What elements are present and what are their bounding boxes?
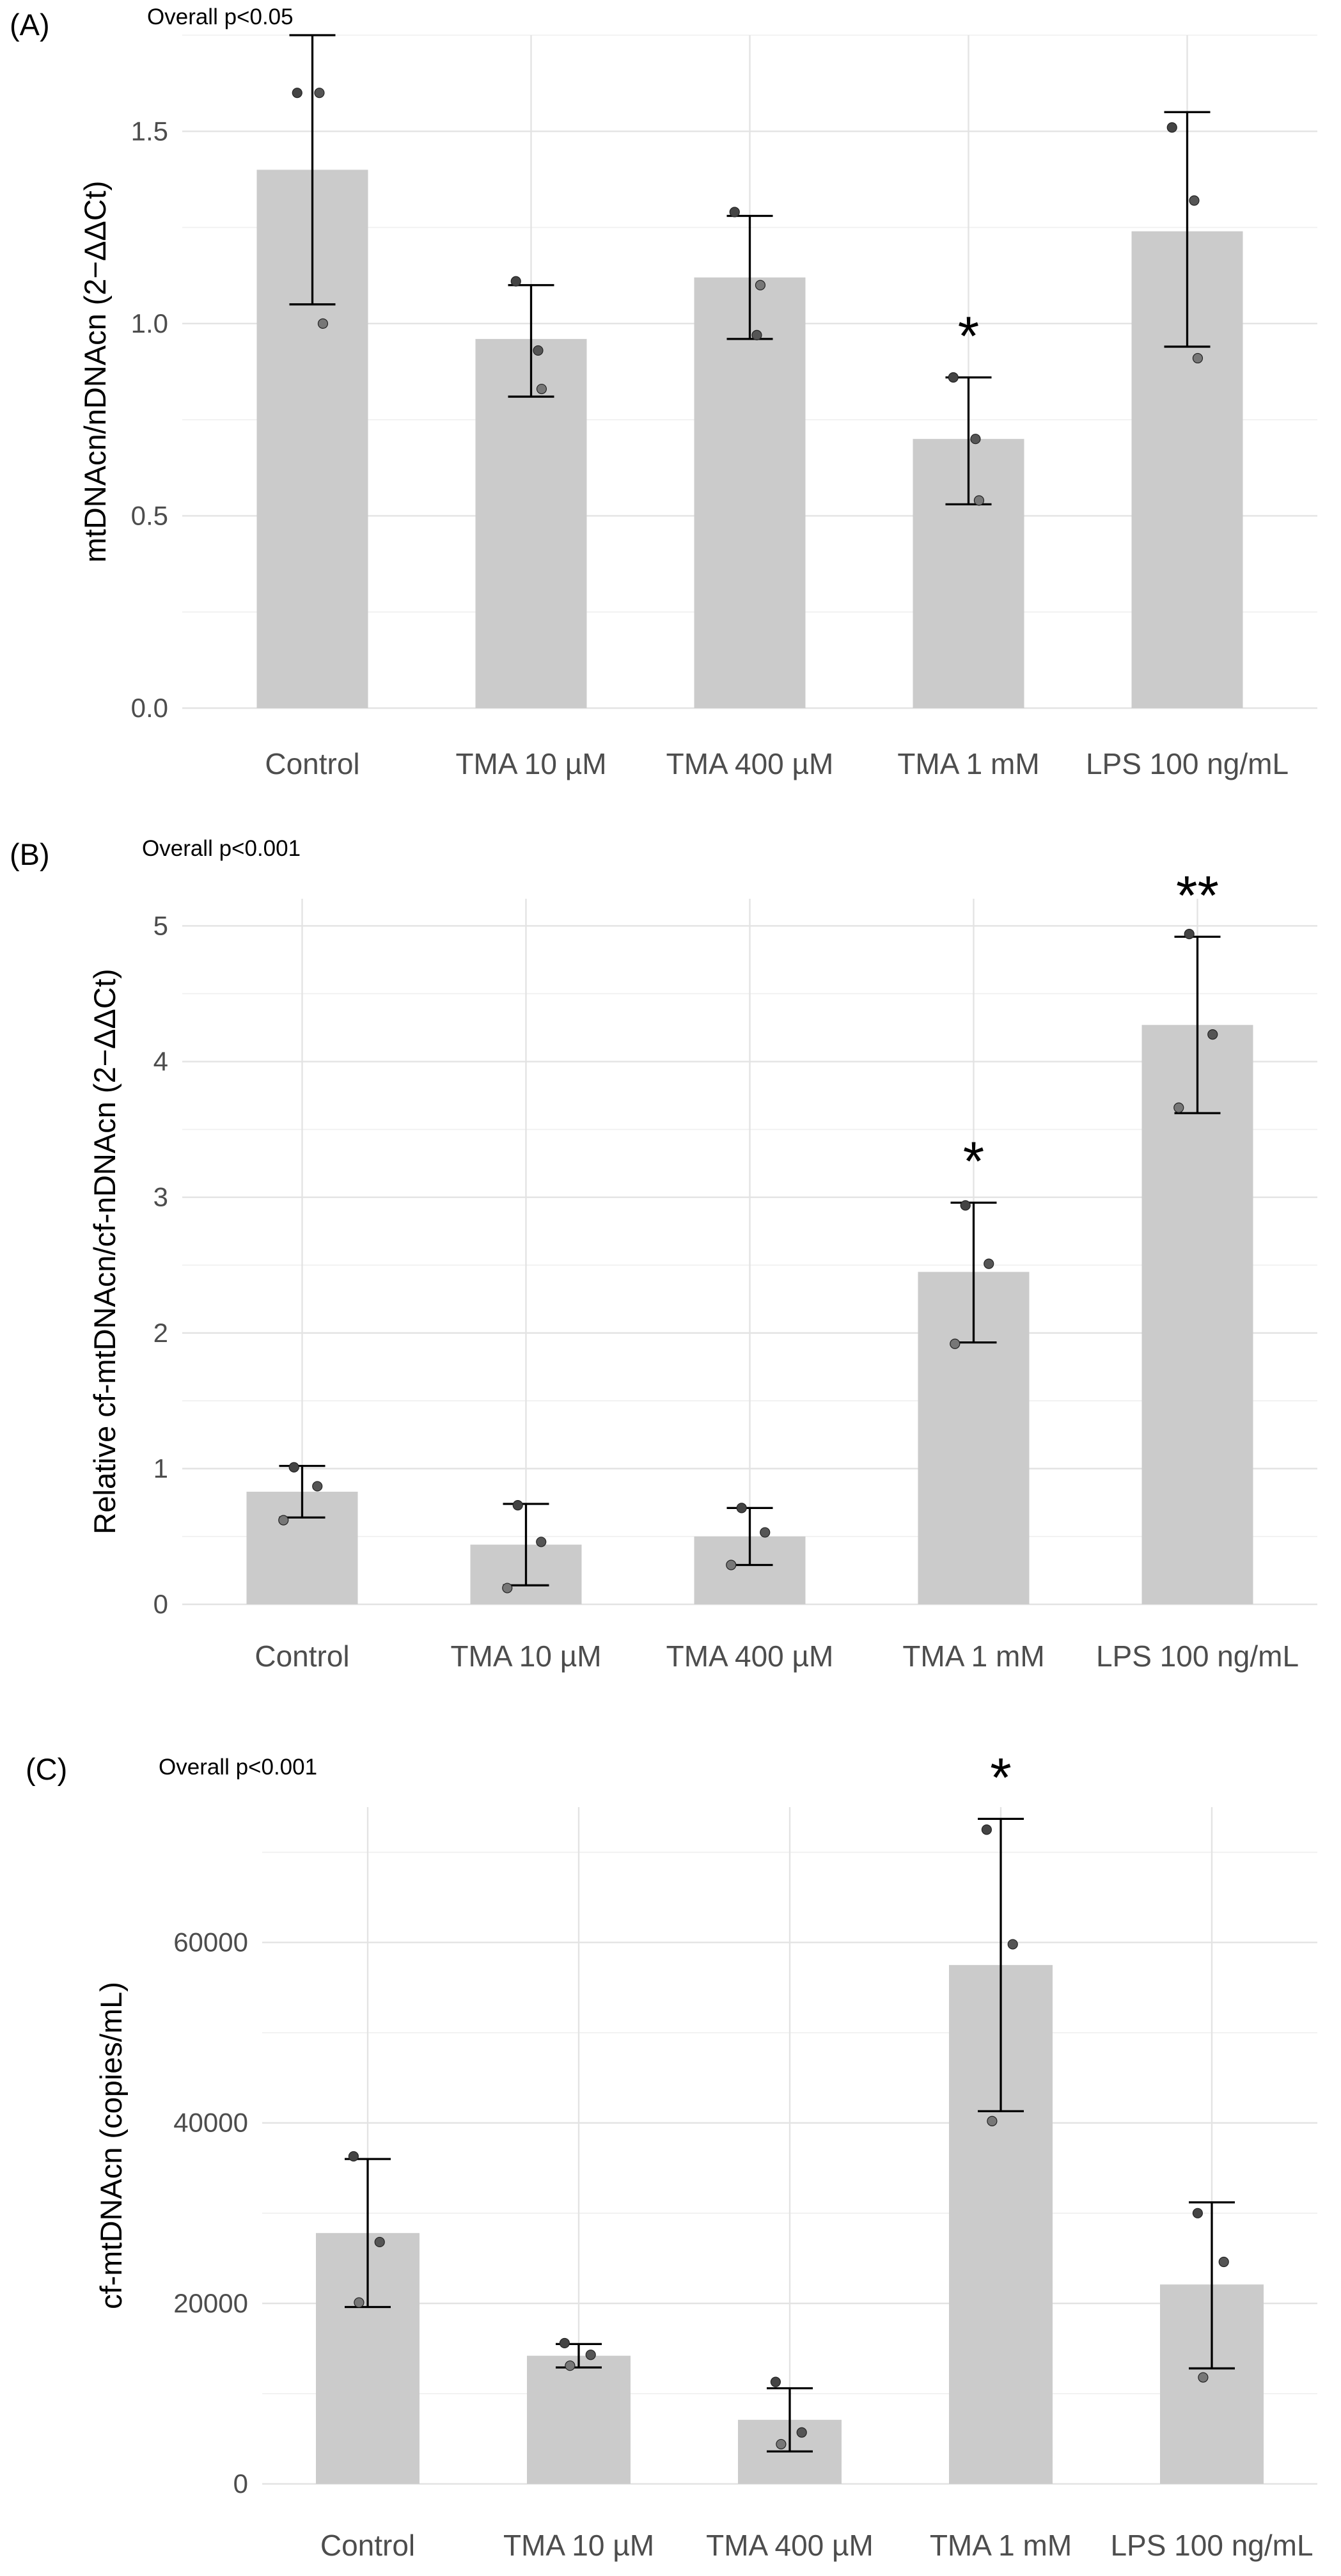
x-tick-label: Control — [255, 1640, 349, 1673]
data-point — [533, 345, 544, 356]
data-point — [1173, 1102, 1184, 1113]
data-point — [348, 2151, 359, 2162]
x-tick-label: TMA 10 µM — [503, 2529, 654, 2562]
data-point — [565, 2360, 576, 2371]
overall-p-value: Overall p<0.001 — [159, 1755, 317, 1780]
data-point — [736, 1503, 747, 1513]
bar — [527, 2355, 631, 2484]
data-point — [960, 1200, 971, 1211]
x-tick-label: TMA 1 mM — [930, 2529, 1072, 2562]
data-point — [726, 1560, 737, 1570]
significance-marker: * — [963, 1131, 984, 1192]
y-tick-label: 5 — [153, 910, 168, 940]
y-tick-label: 60000 — [173, 1927, 248, 1957]
data-point — [1184, 929, 1195, 940]
data-point — [770, 2376, 781, 2387]
data-point — [1218, 2256, 1229, 2268]
data-point — [729, 207, 740, 217]
data-point — [288, 1462, 299, 1473]
chart-panel-2: 0 1 2 3 4 5 Relative cf-mtDNAcn/cf-nDNAcn (2−Δ… — [10, 836, 1317, 1673]
y-tick-label: 4 — [153, 1047, 168, 1077]
data-point — [973, 495, 985, 506]
data-point — [536, 1537, 547, 1547]
y-tick-label: 0 — [233, 2469, 248, 2499]
y-tick-label: 0.5 — [131, 500, 168, 530]
chart-panel-3: 0 20000 40000 60000 cf-mtDNAcn (copies/mL) (C… — [26, 1747, 1317, 2562]
data-point — [751, 329, 762, 340]
data-point — [354, 2297, 365, 2308]
data-point — [317, 318, 329, 329]
x-tick-label: TMA 1 mM — [902, 1640, 1044, 1673]
bar — [475, 338, 587, 708]
chart-panel-1: 0.0 0.5 1.0 1.5 mtDNAcn/nDNAcn (2−ΔΔCt) (A) Ov… — [10, 4, 1317, 780]
data-point — [1166, 122, 1177, 133]
overall-p-value: Overall p<0.05 — [147, 4, 294, 29]
y-tick-label: 0.0 — [131, 693, 168, 723]
x-tick-label: LPS 100 ng/mL — [1096, 1640, 1299, 1673]
y-tick-label: 1.0 — [131, 308, 168, 338]
bar — [1141, 1025, 1253, 1604]
data-point — [278, 1515, 289, 1526]
data-point — [984, 1258, 994, 1269]
significance-marker: ** — [1176, 865, 1219, 926]
x-tick-label: LPS 100 ng/mL — [1086, 747, 1289, 780]
x-tick-label: Control — [265, 747, 359, 780]
x-tick-label: LPS 100 ng/mL — [1110, 2529, 1313, 2562]
data-point — [1007, 1939, 1018, 1950]
data-point — [512, 1500, 523, 1511]
data-point — [559, 2337, 570, 2349]
data-point — [1192, 2208, 1203, 2218]
data-point — [292, 88, 302, 99]
data-point — [510, 276, 521, 287]
x-tick-label: TMA 400 µM — [666, 1640, 834, 1673]
x-tick-label: TMA 10 µM — [455, 747, 606, 780]
y-axis-label: Relative cf-mtDNAcn/cf-nDNAcn (2−ΔΔCt) — [88, 968, 122, 1534]
x-tick-label: TMA 10 µM — [450, 1640, 601, 1673]
data-point — [970, 434, 981, 445]
overall-p-value: Overall p<0.001 — [142, 836, 301, 861]
data-point — [1207, 1029, 1218, 1040]
data-point — [1189, 195, 1200, 206]
data-point — [312, 1481, 323, 1492]
y-tick-label: 1 — [153, 1453, 168, 1483]
data-point — [760, 1527, 771, 1538]
y-tick-label: 20000 — [173, 2288, 248, 2318]
panel-label: (C) — [26, 1752, 67, 1786]
panel-label: (B) — [10, 837, 50, 871]
data-point — [314, 88, 325, 99]
data-point — [987, 2115, 998, 2127]
y-axis-label: mtDNAcn/nDNAcn (2−ΔΔCt) — [78, 181, 112, 563]
y-tick-label: 3 — [153, 1182, 168, 1212]
y-tick-label: 40000 — [173, 2108, 248, 2138]
data-point — [776, 2438, 787, 2450]
x-tick-label: TMA 400 µM — [666, 747, 834, 780]
bar — [694, 277, 806, 709]
data-point — [1192, 352, 1204, 364]
data-point — [536, 383, 547, 395]
data-point — [948, 372, 959, 383]
data-point — [374, 2236, 385, 2248]
y-tick-label: 1.5 — [131, 116, 168, 146]
significance-marker: * — [990, 1747, 1011, 1808]
y-tick-label: 0 — [153, 1589, 168, 1619]
x-tick-label: TMA 1 mM — [897, 747, 1039, 780]
data-point — [950, 1338, 961, 1349]
data-point — [796, 2427, 807, 2438]
data-point — [981, 1824, 992, 1835]
panel-label: (A) — [10, 8, 50, 42]
data-point — [1198, 2372, 1209, 2383]
data-point — [585, 2350, 596, 2360]
y-axis-label: cf-mtDNAcn (copies/mL) — [94, 1982, 128, 2309]
x-tick-label: TMA 400 µM — [706, 2529, 874, 2562]
y-tick-label: 2 — [153, 1318, 168, 1348]
data-point — [755, 280, 766, 290]
significance-marker: * — [958, 306, 979, 367]
x-tick-label: Control — [320, 2529, 415, 2562]
data-point — [502, 1583, 513, 1593]
